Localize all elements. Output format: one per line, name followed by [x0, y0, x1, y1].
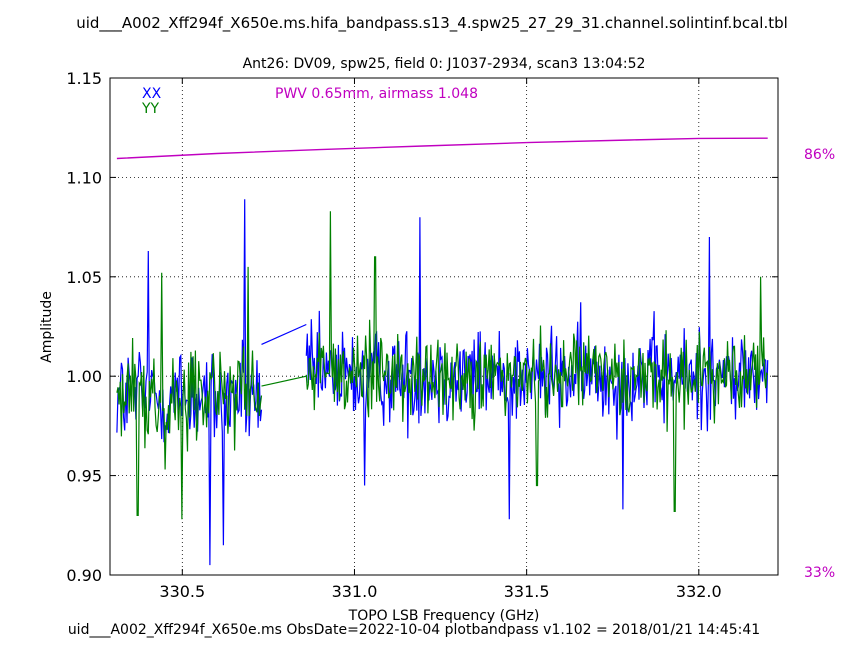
y-tick-label: 1.00 — [66, 367, 102, 386]
data-series — [116, 137, 769, 566]
x-axis-label: TOPO LSB Frequency (GHz) — [348, 608, 540, 624]
y-tick-label: 1.10 — [66, 168, 102, 187]
x-tick-label: 331.0 — [332, 582, 378, 601]
legend-xx: XX — [142, 86, 162, 102]
plot-title: Ant26: DV09, spw25, field 0: J1037-2934,… — [242, 56, 646, 72]
series-xx-gap-bridge — [261, 323, 307, 345]
figure-footer: uid___A002_Xff294f_X650e.ms ObsDate=2022… — [67, 622, 761, 638]
x-tick-label: 332.0 — [676, 582, 722, 601]
right-axis-label-bottom: 33% — [804, 565, 835, 581]
y-axis-label: Amplitude — [39, 291, 55, 363]
y-tick-label: 1.05 — [66, 268, 102, 287]
series-yy-segment-0 — [116, 266, 263, 520]
series-xx-segment-1 — [305, 217, 769, 520]
axis-ticks: 330.5 331.0 331.5 332.0 0.90 0.95 1.00 1.05 1.10… — [66, 69, 778, 601]
y-tick-label: 1.15 — [66, 69, 102, 88]
right-axis-label-top: 86% — [804, 147, 835, 163]
series-yy-gap-bridge — [261, 375, 307, 387]
atmospheric-transmission-curve — [116, 137, 768, 160]
legend-yy: YY — [141, 101, 160, 117]
pwv-annotation: PWV 0.65mm, airmass 1.048 — [275, 86, 478, 102]
series-yy-segment-1 — [305, 211, 769, 512]
x-tick-label: 330.5 — [159, 582, 205, 601]
y-tick-label: 0.90 — [66, 566, 102, 585]
plot-frame — [109, 77, 779, 576]
y-tick-label: 0.95 — [66, 467, 102, 486]
x-tick-label: 331.5 — [504, 582, 550, 601]
figure-suptitle: uid___A002_Xff294f_X650e.ms.hifa_bandpas… — [76, 14, 788, 32]
